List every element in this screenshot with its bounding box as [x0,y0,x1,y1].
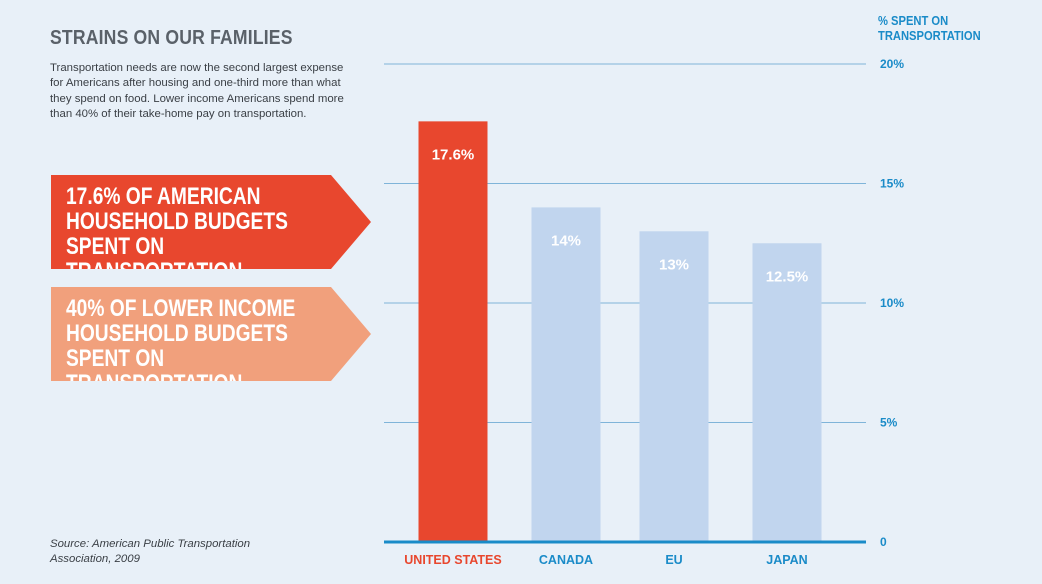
data-label: 14% [551,232,581,249]
data-label: 12.5% [766,268,809,285]
source-note: Source: American Public Transportation A… [50,538,251,565]
bar [418,121,488,543]
y-axis-title: % SPENT ON TRANSPORTATION [878,13,981,43]
category-label: UNITED STATES [404,553,501,567]
callout-american-budget: 17.6% OF AMERICAN HOUSEHOLD BUDGETS SPEN… [51,175,371,269]
bar [752,243,822,542]
category-label: EU [665,553,682,567]
page-title: STRAINS ON OUR FAMILIES [50,27,293,49]
callout-lower-income-budget: 40% OF LOWER INCOME HOUSEHOLD BUDGETS SP… [51,287,371,381]
y-tick-label: 0 [880,535,887,549]
y-tick-label: 20% [880,57,904,71]
y-tick-label: 10% [880,296,904,310]
description-text: Transportation needs are now the second … [50,62,344,121]
data-label: 17.6% [432,146,475,163]
category-label: CANADA [539,553,593,567]
bar [531,207,601,542]
y-tick-label: 15% [880,177,904,191]
y-tick-label: 5% [880,416,898,430]
callout-text: 40% OF LOWER INCOME HOUSEHOLD BUDGETS SP… [66,295,296,397]
bar [639,231,709,543]
category-label: JAPAN [766,553,807,567]
callout-text: 17.6% OF AMERICAN HOUSEHOLD BUDGETS SPEN… [66,183,288,285]
data-label: 13% [659,256,689,273]
